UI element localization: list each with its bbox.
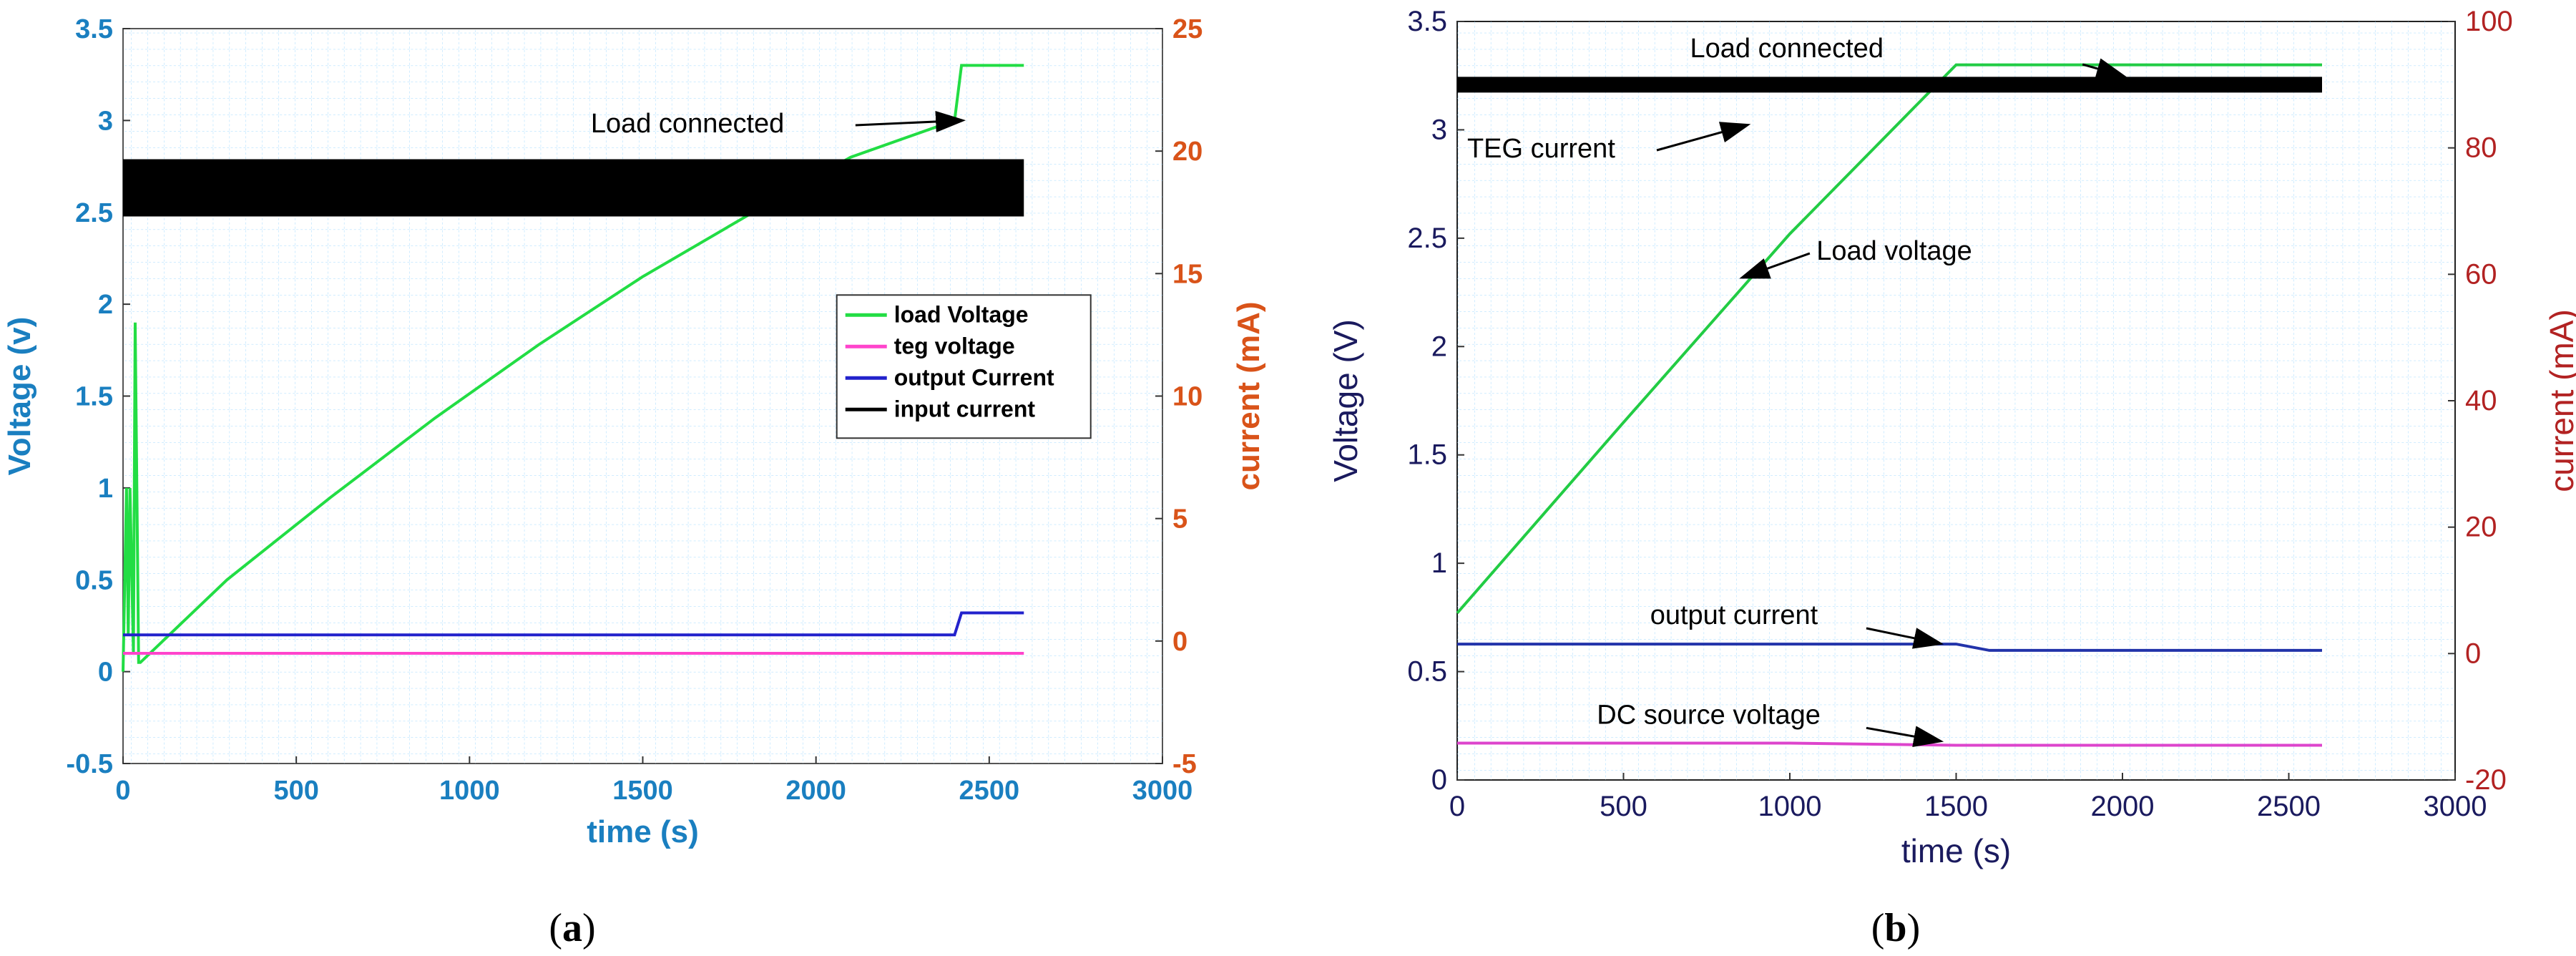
x-tick-label: 1500 (1924, 791, 1988, 822)
series-line-load-voltage (122, 64, 1024, 672)
x-tick-label: 3000 (1132, 776, 1193, 806)
y2-tick-label: 40 (2465, 385, 2497, 416)
y2-tick-label: -5 (1172, 749, 1197, 779)
y-tick-label: 3 (98, 106, 113, 136)
x-tick-label: 1000 (439, 776, 500, 806)
y-tick-label: 2.5 (75, 198, 113, 228)
y2-tick-label: 0 (2465, 638, 2481, 669)
legend-entry: output Current (894, 364, 1054, 390)
legend-entry: input current (894, 396, 1036, 421)
x-tick-label: 0 (115, 776, 130, 806)
annotation-arrow (1866, 726, 1944, 747)
x-tick-label: 2000 (785, 776, 846, 806)
y-tick-label: 3.5 (1407, 6, 1447, 37)
legend-entry: load Voltage (894, 301, 1029, 327)
annotation-label: Load connected (1690, 34, 1884, 64)
series-line-output-current (123, 611, 1024, 637)
x-tick-label: 2000 (2091, 791, 2155, 822)
annotation-arrow (855, 110, 966, 132)
chart-b-y2-axis-label: current (mA) (2543, 309, 2576, 492)
chart-a-x-axis-label: time (s) (587, 814, 698, 849)
x-tick-label: 500 (1600, 791, 1647, 822)
y-tick-label: 3.5 (75, 14, 113, 44)
y-tick-label: 0 (98, 658, 113, 688)
chart-a-y2-axis-label: current (mA) (1231, 301, 1266, 490)
x-tick-label: 500 (273, 776, 318, 806)
y-tick-label: 1.5 (1407, 439, 1447, 471)
chart-a-y-axis-label: Voltage (v) (2, 317, 37, 476)
series-line-dc-source-voltage (1457, 741, 2322, 747)
annotation-arrow (2082, 58, 2127, 79)
y-tick-label: 1.5 (75, 382, 113, 412)
y2-tick-label: 10 (1172, 382, 1203, 412)
y2-tick-label: 100 (2465, 6, 2513, 37)
chart-b-y-axis-label: Voltage (V) (1327, 319, 1364, 482)
annotation-label: TEG current (1467, 134, 1615, 164)
x-tick-label: 2500 (959, 776, 1020, 806)
y-tick-label: 1 (98, 474, 113, 504)
annotation-label: Load connected (591, 109, 784, 139)
y-tick-label: 2.5 (1407, 223, 1447, 254)
y-tick-label: 2 (98, 290, 113, 320)
y-tick-label: 3 (1431, 114, 1447, 145)
y2-tick-label: 80 (2465, 132, 2497, 164)
x-tick-label: 1000 (1758, 791, 1822, 822)
y2-tick-label: 15 (1172, 259, 1203, 289)
annotation-label: DC source voltage (1597, 700, 1821, 730)
series-line-output-current (1457, 643, 2322, 652)
legend-box (836, 294, 1092, 439)
chart-b-grid (1457, 21, 2455, 780)
y-tick-label: 0.5 (1407, 656, 1447, 688)
y2-tick-label: 25 (1172, 14, 1203, 44)
annotation-label: output current (1650, 600, 1818, 630)
y2-tick-label: 5 (1172, 504, 1187, 535)
y-tick-label: 0.5 (75, 565, 113, 595)
panel-label-b: (b) (1871, 906, 1920, 950)
y-tick-label: 0 (1431, 764, 1447, 796)
x-tick-label: 0 (1449, 791, 1465, 822)
annotation-arrow (1866, 627, 1944, 649)
y-tick-label: 2 (1431, 331, 1447, 362)
annotation-arrow (1739, 252, 1811, 279)
y-tick-label: 1 (1431, 547, 1447, 579)
panel-label-a: (a) (549, 906, 595, 950)
chart-b-x-axis-label: time (s) (1901, 832, 2011, 869)
y2-tick-label: 20 (1172, 137, 1203, 167)
x-tick-label: 2500 (2257, 791, 2321, 822)
y-tick-label: -0.5 (67, 749, 113, 779)
legend-entry: teg voltage (894, 333, 1015, 358)
annotation-arrow (1656, 122, 1751, 152)
x-tick-label: 1500 (612, 776, 673, 806)
y2-tick-label: 0 (1172, 627, 1187, 657)
y2-tick-label: 20 (2465, 512, 2497, 543)
y2-tick-label: -20 (2465, 764, 2507, 796)
x-tick-label: 3000 (2424, 791, 2487, 822)
y2-tick-label: 60 (2465, 258, 2497, 290)
series-line-load-voltage (1456, 63, 2322, 615)
annotation-label: Load voltage (1816, 236, 1972, 266)
